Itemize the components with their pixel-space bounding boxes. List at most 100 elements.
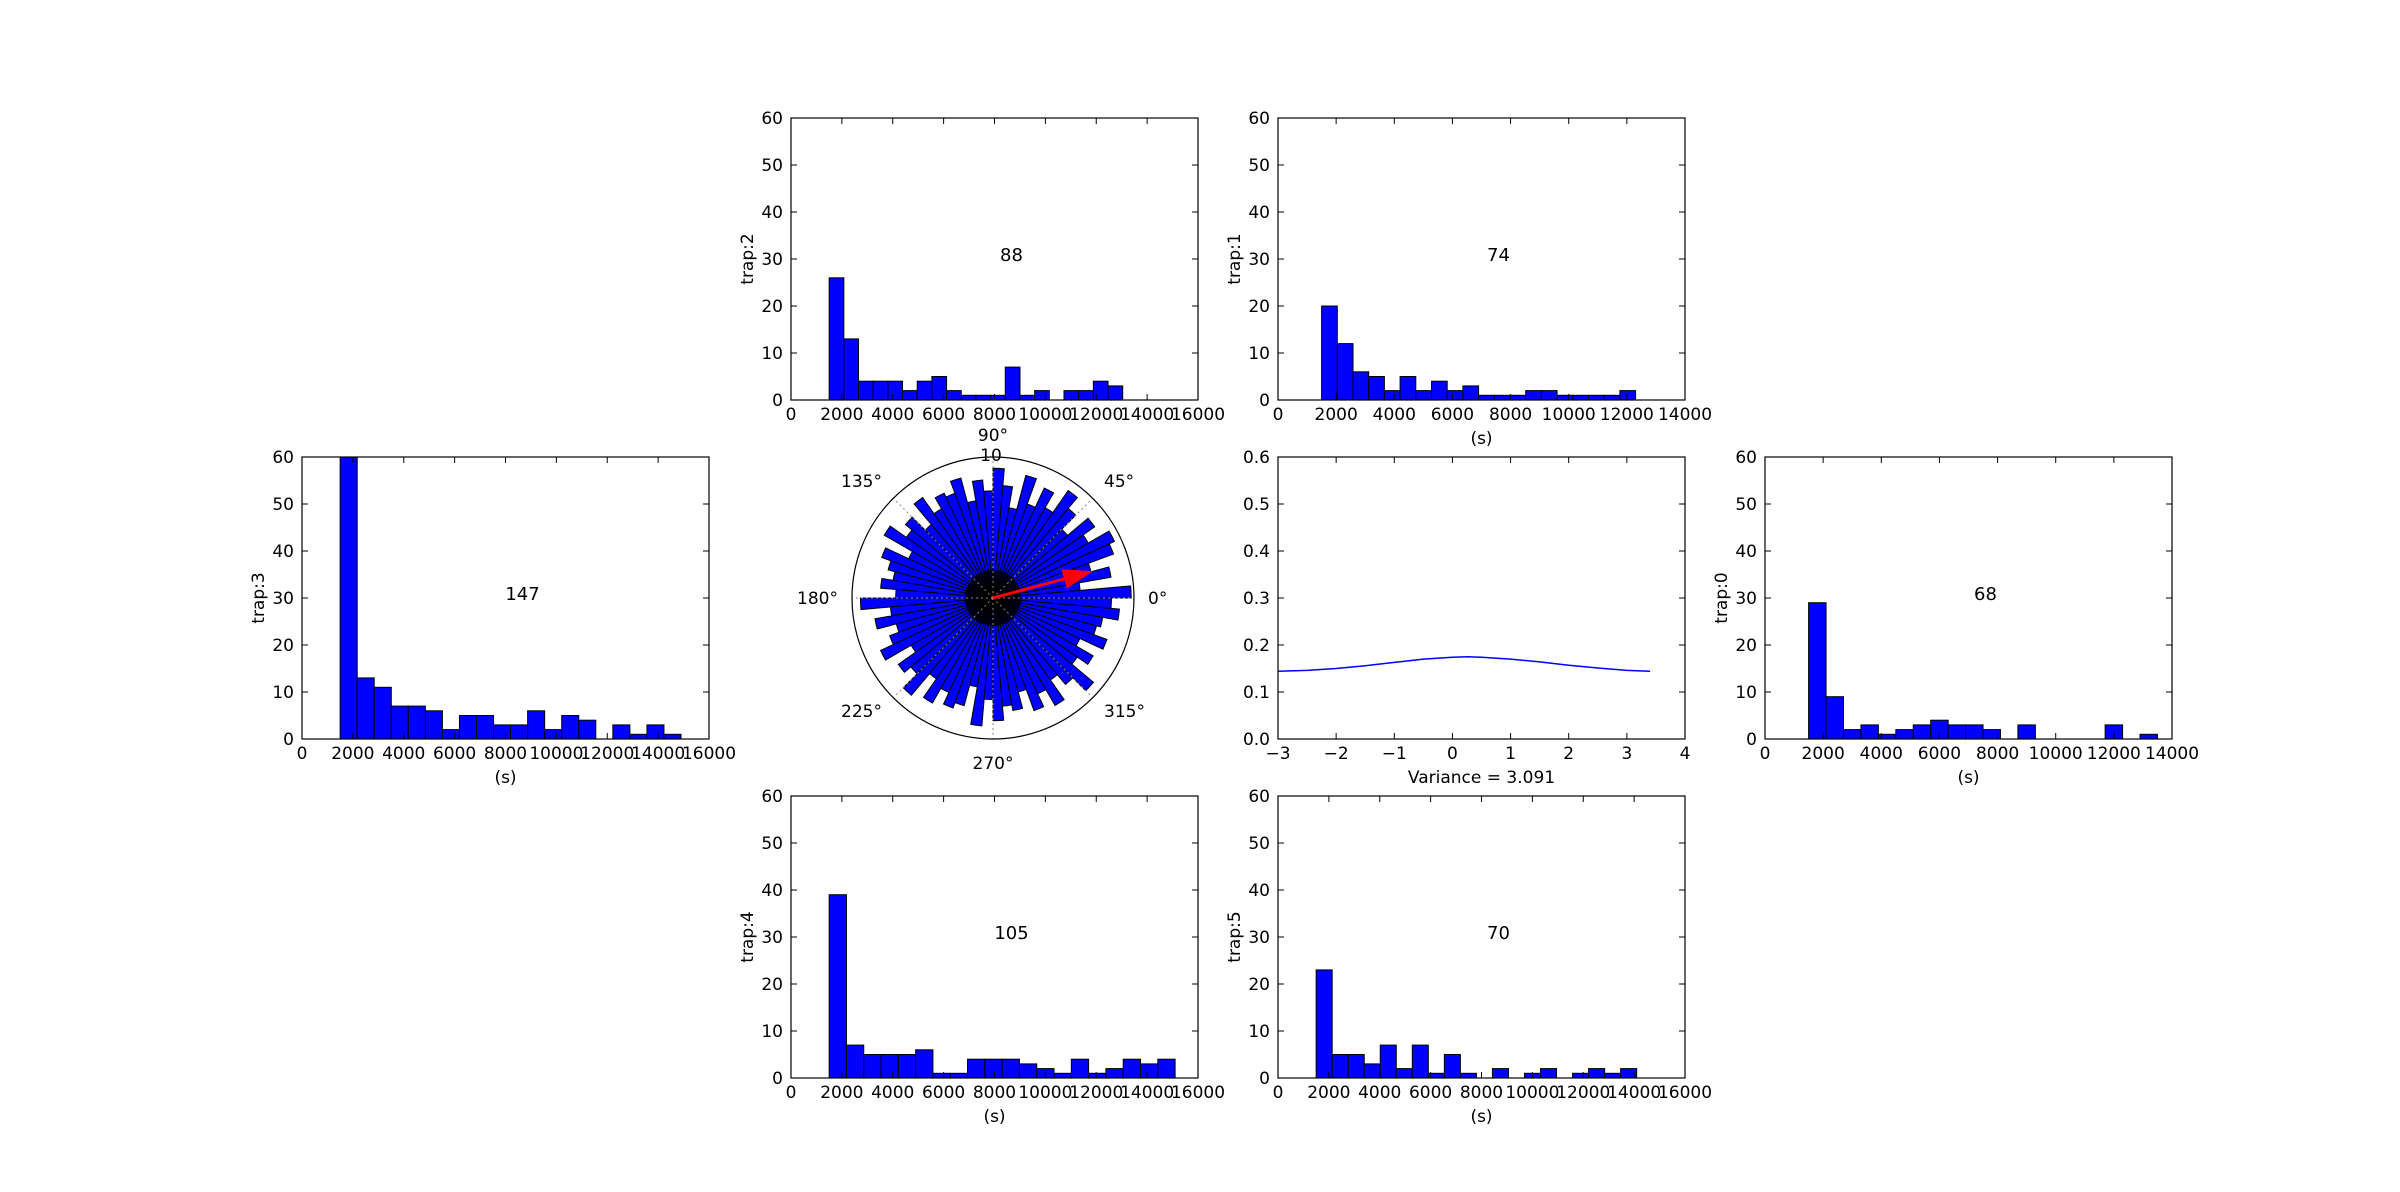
rose-bar (904, 516, 994, 599)
rose-bar (992, 467, 1005, 599)
polar-angle-label: 90° (978, 426, 1008, 446)
polar-angle-label: 45° (1104, 472, 1134, 492)
x-tick-label: 14000 (1607, 1083, 1661, 1103)
y-tick-label: 0.1 (1243, 683, 1270, 703)
y-tick-label: 60 (761, 109, 783, 129)
bar (1478, 394, 1495, 401)
bar (646, 724, 665, 740)
y-tick-label: 10 (1248, 1022, 1270, 1042)
polar-gridline (992, 597, 1094, 699)
bar (1383, 390, 1401, 401)
x-tick-label: 10000 (1542, 405, 1596, 425)
x-tick-label: 0 (1273, 405, 1284, 425)
y-tick-label: 50 (1735, 495, 1757, 515)
polar-gridline (992, 497, 1094, 599)
bar (1070, 1058, 1090, 1079)
y-tick-label: 0 (772, 1069, 783, 1089)
y-tick-label: 20 (1248, 975, 1270, 995)
y-tick-label: 20 (761, 297, 783, 317)
x-tick-label: 16000 (1171, 1083, 1225, 1103)
y-tick-label: 30 (1248, 250, 1270, 270)
x-tick-label: 8000 (973, 1083, 1016, 1103)
bar (510, 724, 529, 740)
rose-bar (992, 517, 1096, 599)
x-tick-label: 0 (1273, 1083, 1284, 1103)
x-tick-label: 12000 (580, 744, 634, 764)
y-axis-label: trap:4 (738, 911, 758, 962)
bar (990, 394, 1006, 401)
y-tick-label: 40 (761, 881, 783, 901)
axes-frame (1277, 456, 1686, 740)
y-tick-label: 0.6 (1243, 448, 1270, 468)
bar (407, 705, 426, 740)
rose-bar (897, 597, 994, 674)
y-tick-label: 50 (1248, 156, 1270, 176)
y-tick-label: 30 (1248, 928, 1270, 948)
polar-angle-label: 0° (1148, 589, 1167, 609)
x-tick-label: 10000 (1505, 1083, 1559, 1103)
count-annotation: 105 (994, 923, 1028, 944)
x-tick-label: 4000 (871, 1083, 914, 1103)
bar (1895, 729, 1914, 740)
x-tick-label: 2000 (331, 744, 374, 764)
bar (356, 677, 375, 740)
histogram-trap0: 0 2000 4000 6000 8000 10000 12000 14000 0 10 20 30 4… (1712, 448, 2199, 788)
bar (897, 1054, 917, 1079)
x-tick-label: 4000 (1358, 1083, 1401, 1103)
bar (828, 894, 847, 1079)
bar (1105, 1068, 1124, 1079)
count-annotation: 70 (1487, 923, 1510, 944)
polar-rose-plot: 0° 45° 90° 135° 180° 225° 270° 315° 10 (797, 426, 1167, 774)
x-tick-label: 6000 (922, 405, 965, 425)
bar (1363, 1063, 1381, 1079)
bar (960, 394, 977, 401)
x-tick-label: 10000 (2029, 744, 2083, 764)
bar (1825, 696, 1844, 740)
bar (915, 1049, 934, 1079)
bar (1004, 366, 1021, 401)
bar (1336, 343, 1354, 401)
bar (984, 1058, 1003, 1079)
x-tick-label: 0 (786, 405, 797, 425)
y-tick-label: 60 (761, 787, 783, 807)
rose-bar (992, 597, 1120, 621)
x-tick-label: 10000 (529, 744, 583, 764)
x-tick-label: 14000 (1120, 405, 1174, 425)
x-tick-label: 14000 (631, 744, 685, 764)
x-tick-label: 10000 (1018, 405, 1072, 425)
bar (845, 1044, 865, 1079)
x-tick-label: 14000 (2145, 744, 2199, 764)
x-tick-label: 16000 (682, 744, 736, 764)
x-tick-label: 12000 (1069, 1083, 1123, 1103)
y-axis-label: trap:2 (738, 233, 758, 284)
x-tick-label: 2000 (1802, 744, 1845, 764)
x-tick-label: 0 (1447, 744, 1458, 764)
rose-bar (992, 474, 1038, 599)
x-tick-label: 10000 (1018, 1083, 1072, 1103)
bar (1604, 1072, 1622, 1079)
rose-bar (934, 492, 994, 599)
rose-bar (913, 496, 994, 599)
polar-angle-label: 135° (841, 472, 882, 492)
x-tick-label: 4000 (382, 744, 425, 764)
y-tick-label: 60 (272, 448, 294, 468)
x-tick-label: 2000 (1315, 405, 1358, 425)
axes-frame (1277, 795, 1686, 1079)
bar (1368, 376, 1385, 401)
count-annotation: 74 (1487, 245, 1510, 266)
density-plot: −3 −2 −1 0 1 2 3 4 0.0 0.1 0.2 0.3 0.4 0.5 0.6 Variance… (1243, 448, 1690, 788)
bar (828, 277, 845, 401)
rose-bar (992, 597, 1108, 650)
bar (1556, 394, 1574, 401)
bar (527, 710, 546, 740)
x-tick-label: 14000 (1658, 405, 1712, 425)
bar (1399, 376, 1417, 401)
y-tick-label: 10 (761, 344, 783, 364)
bar (1459, 1072, 1477, 1079)
bar (975, 394, 992, 401)
y-tick-label: 50 (761, 156, 783, 176)
bar (424, 710, 443, 740)
y-tick-label: 10 (1248, 344, 1270, 364)
